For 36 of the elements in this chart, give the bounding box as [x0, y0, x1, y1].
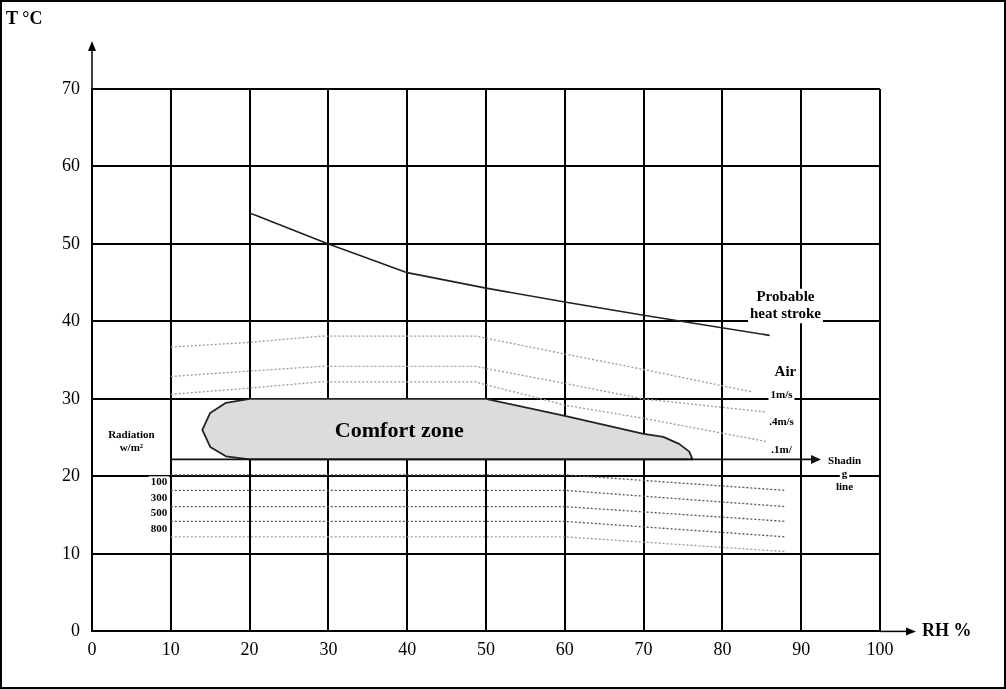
x-tick-label: 60 [555, 638, 574, 659]
x-tick-label: 90 [792, 638, 811, 659]
y-tick-label: 10 [62, 542, 80, 563]
x-tick-label: 20 [240, 638, 259, 659]
line-series [170, 335, 753, 393]
x-axis-title: RH % [922, 620, 972, 641]
annotation: 800 [150, 521, 168, 534]
annotation: Shadin g line [828, 454, 862, 492]
y-tick-label: 0 [71, 620, 80, 641]
y-axis-title: T °C [6, 7, 43, 28]
x-tick-label: 100 [866, 638, 894, 659]
line-series [170, 381, 768, 443]
annotation: Radiation w/m² [108, 428, 155, 453]
y-tick-label: 70 [62, 77, 80, 98]
x-tick-label: 10 [161, 638, 180, 659]
y-tick-label: 40 [62, 310, 80, 331]
y-tick-label: 60 [62, 155, 80, 176]
annotation: Probable heat stroke [749, 288, 822, 322]
y-tick-label: 30 [62, 387, 80, 408]
x-tick-label: 40 [398, 638, 417, 659]
annotation: Comfort zone [334, 417, 464, 443]
annotation: .1m/ [771, 442, 793, 455]
x-tick-label: 0 [87, 638, 97, 659]
x-tick-label: 30 [319, 638, 338, 659]
y-tick-label: 20 [62, 465, 80, 486]
annotation: 1m/s [770, 387, 794, 400]
x-tick-label: 50 [477, 638, 495, 659]
annotation: .4m/s [769, 415, 795, 428]
annotation: 500 [150, 506, 168, 519]
line-series [170, 365, 768, 413]
annotation: Air [774, 362, 797, 379]
annotation: 100 [150, 475, 168, 488]
x-tick-label: 80 [713, 638, 732, 659]
x-tick-label: 70 [634, 638, 653, 659]
annotation: 300 [150, 490, 168, 503]
y-tick-label: 50 [62, 232, 80, 253]
